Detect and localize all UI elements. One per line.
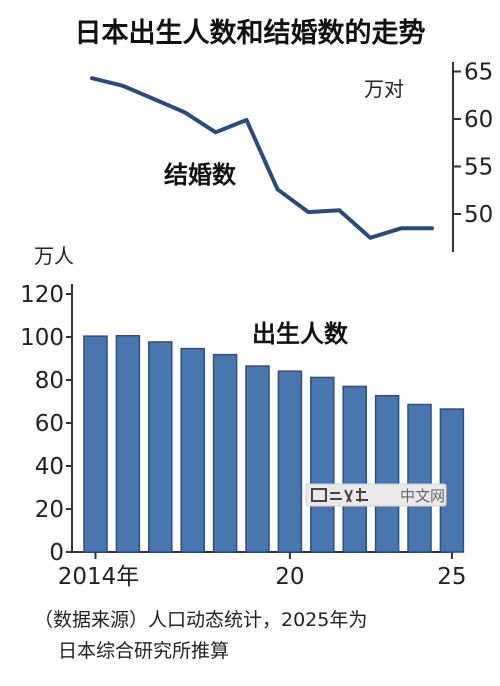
- births-tick-label: 120: [20, 282, 64, 308]
- births-tick-label: 40: [35, 454, 64, 480]
- births-y-ticks: 0 20 40 60 80 100 120: [20, 282, 72, 566]
- births-bar: [342, 385, 367, 553]
- births-unit-label: 万人: [34, 244, 74, 268]
- births-bar: [407, 403, 432, 553]
- nikkei-logo: [311, 488, 368, 503]
- births-series-label: 出生人数: [252, 320, 349, 348]
- marriages-tick-label: 55: [464, 155, 493, 181]
- births-bar: [374, 394, 400, 553]
- births-bar: [83, 335, 108, 553]
- births-bar: [212, 353, 238, 553]
- marriages-series-label: 结婚数: [164, 161, 237, 189]
- births-tick-label: 0: [49, 540, 64, 566]
- births-bar: [148, 341, 173, 553]
- marriages-line: [90, 76, 434, 240]
- births-tick-label: 60: [35, 411, 64, 437]
- births-bar: [115, 334, 141, 553]
- births-bar: [245, 365, 270, 553]
- births-x-ticks: 2014年 20 25: [58, 552, 467, 590]
- marriages-tick-label: 60: [464, 107, 493, 133]
- births-bar-chart: 万人 0 20 40 60 80 100 120 2014年 20 25 出生人数: [20, 244, 466, 590]
- chart-title: 日本出生人数和结婚数的走势: [75, 17, 426, 49]
- births-bar: [180, 347, 205, 553]
- watermark-box: [305, 483, 447, 507]
- births-bar: [439, 408, 465, 553]
- watermark: 中文网: [305, 483, 447, 507]
- births-x-tick-label: 25: [437, 564, 466, 590]
- marriages-tick-label: 65: [464, 60, 493, 86]
- marriages-tick-label: 50: [464, 202, 493, 228]
- births-tick-label: 100: [20, 325, 64, 351]
- marriages-line-chart: 万对 65 60 55 50 结婚数: [90, 60, 493, 252]
- marriages-y-ticks: 65 60 55 50: [453, 60, 493, 228]
- births-bar: [310, 376, 335, 553]
- births-bars: [83, 334, 465, 553]
- births-x-tick-label: 20: [275, 564, 304, 590]
- births-tick-label: 80: [35, 368, 64, 394]
- source-note-line1: （数据来源）人口动态统计，2025年为: [34, 609, 367, 631]
- births-bar: [277, 370, 303, 553]
- births-x-tick-label: 2014年: [58, 564, 140, 590]
- source-note-line2: 日本综合研究所推算: [58, 640, 229, 662]
- births-tick-label: 20: [35, 497, 64, 523]
- watermark-text: 中文网: [400, 487, 445, 505]
- marriages-unit-label: 万对: [364, 77, 404, 101]
